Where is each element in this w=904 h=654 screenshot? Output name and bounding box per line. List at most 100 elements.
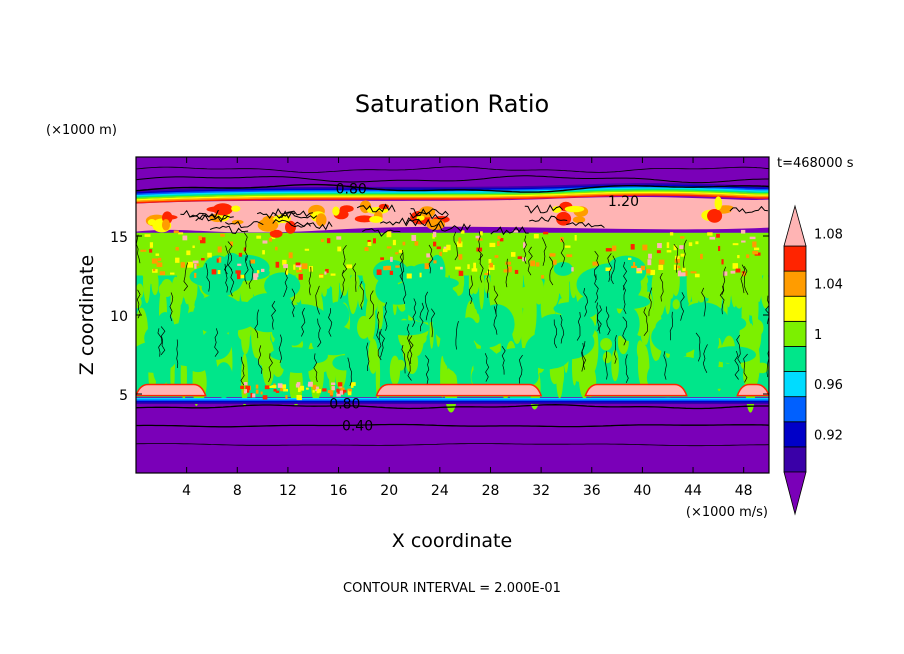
field-cell-880 bbox=[736, 383, 769, 397]
contour-labels: 0.80 1.20 0.80 0.40 bbox=[329, 182, 639, 435]
contour-line-103 bbox=[683, 239, 687, 269]
field-cell-271 bbox=[743, 359, 756, 390]
field-cell-757 bbox=[574, 234, 577, 241]
field-cell-696 bbox=[296, 269, 303, 273]
field-cell-793 bbox=[673, 245, 677, 251]
colorbar-label-2: 1 bbox=[814, 328, 822, 343]
field-cell-918 bbox=[245, 385, 251, 391]
field-cell-276 bbox=[511, 294, 524, 345]
field-cell-780 bbox=[497, 235, 501, 239]
field-cell-762 bbox=[194, 272, 197, 278]
contour-line-94 bbox=[622, 285, 627, 315]
field-cell-623 bbox=[489, 242, 496, 248]
contour-line-58 bbox=[455, 321, 459, 350]
field-cell-638 bbox=[175, 247, 179, 251]
field-cell-714 bbox=[414, 241, 419, 246]
field-cell-930 bbox=[240, 385, 245, 390]
contour-line-99 bbox=[594, 250, 600, 280]
field-cell-701 bbox=[488, 259, 492, 264]
field-cell-927 bbox=[316, 388, 322, 393]
field-cell-675 bbox=[718, 246, 721, 252]
contour-line-126 bbox=[342, 244, 348, 274]
field-cell-406 bbox=[655, 273, 666, 317]
field-cell-694 bbox=[283, 264, 288, 269]
colorbar-bin-8 bbox=[783, 245, 807, 272]
field-cell-522 bbox=[442, 333, 478, 374]
contour-line-24 bbox=[362, 228, 401, 237]
field-cell-624 bbox=[385, 265, 392, 271]
contour-line-70 bbox=[412, 298, 417, 328]
contour-line-59 bbox=[328, 308, 333, 337]
field-cell-606 bbox=[288, 252, 293, 259]
y-axis-title: Z coordinate bbox=[76, 255, 98, 375]
contour-line-130 bbox=[740, 264, 746, 294]
field-cell-569 bbox=[557, 309, 585, 341]
field-cell-472 bbox=[322, 276, 332, 289]
contour-line-117 bbox=[428, 244, 434, 274]
colorbar-bin-5 bbox=[783, 320, 807, 347]
field-cell-392 bbox=[158, 282, 170, 297]
field-cell-797 bbox=[737, 255, 740, 259]
field-cell-898 bbox=[264, 385, 270, 390]
field-cell-690 bbox=[458, 237, 462, 244]
contour-line-124 bbox=[695, 332, 701, 362]
field-cell-580 bbox=[553, 302, 592, 316]
field-cell-666 bbox=[631, 265, 638, 269]
field-cell-792 bbox=[229, 241, 233, 246]
field-cell-649 bbox=[446, 244, 451, 251]
field-cell-646 bbox=[680, 272, 686, 277]
field-cell-637 bbox=[456, 241, 463, 248]
field-cell-866 bbox=[714, 196, 723, 211]
field-cell-717 bbox=[238, 252, 243, 257]
colorbar-bottom-triangle bbox=[783, 471, 807, 516]
field-cell-656 bbox=[386, 246, 392, 249]
field-cell-739 bbox=[256, 235, 262, 239]
field-cell-653 bbox=[367, 241, 372, 246]
field-cell-661 bbox=[674, 255, 680, 260]
colorbar: 0.92 0.96 1 1.04 1.08 bbox=[783, 204, 843, 516]
field-cell-612 bbox=[549, 253, 556, 257]
field-cell-940 bbox=[244, 389, 247, 393]
field-cell-713 bbox=[732, 243, 739, 246]
field-cell-601 bbox=[207, 252, 212, 258]
contour-line-42 bbox=[453, 231, 459, 261]
field-cell-540 bbox=[710, 346, 757, 364]
field-cell-929 bbox=[255, 384, 259, 389]
field-cell-700 bbox=[411, 235, 417, 241]
field-cell-730 bbox=[253, 275, 258, 281]
field-cell-645 bbox=[373, 238, 376, 244]
contour-line-63 bbox=[493, 306, 498, 335]
field-cell-906 bbox=[337, 382, 343, 387]
field-cell-842 bbox=[332, 206, 340, 216]
contour-line-72 bbox=[479, 254, 484, 283]
field-cell-389 bbox=[362, 261, 374, 286]
colorbar-label-1: 0.96 bbox=[814, 378, 843, 393]
field-cell-746 bbox=[424, 263, 429, 270]
field-cell-545 bbox=[667, 356, 706, 393]
contour-line-96 bbox=[680, 292, 685, 321]
x-axis-title: X coordinate bbox=[392, 530, 512, 552]
field-cell-796 bbox=[440, 266, 443, 270]
contour-line-127 bbox=[604, 351, 608, 380]
contour-line-26 bbox=[209, 225, 249, 235]
field-cell-733 bbox=[627, 257, 632, 261]
field-cell-728 bbox=[364, 247, 369, 252]
contour-line-51 bbox=[425, 355, 430, 384]
field-cell-821 bbox=[136, 187, 769, 197]
contour-line-68 bbox=[518, 354, 523, 384]
field-cell-768 bbox=[428, 258, 432, 262]
x-tick-label-8: 36 bbox=[583, 483, 601, 499]
field-cell-742 bbox=[512, 230, 519, 233]
field-cell-150 bbox=[755, 362, 769, 374]
field-cell-725 bbox=[650, 269, 656, 274]
contour-line-22 bbox=[524, 204, 564, 214]
field-cell-718 bbox=[194, 263, 197, 269]
field-cell-819 bbox=[136, 190, 769, 200]
contour-line-132 bbox=[401, 344, 406, 374]
field-cell-782 bbox=[658, 259, 665, 265]
field-cell-921 bbox=[348, 388, 353, 392]
field-cell-881 bbox=[260, 391, 263, 395]
field-cell-816 bbox=[136, 194, 769, 204]
contour-line-84 bbox=[743, 266, 749, 295]
field-cell-680 bbox=[151, 258, 158, 264]
